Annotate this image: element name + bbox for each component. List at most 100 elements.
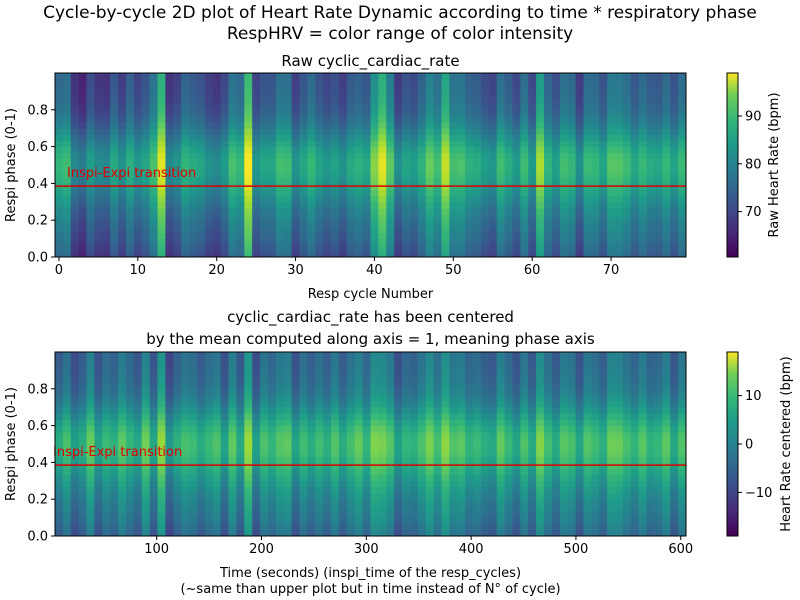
heatmap-cell — [599, 486, 608, 494]
heatmap-cell — [149, 115, 158, 123]
heatmap-cell — [622, 352, 632, 359]
heatmap-cell — [488, 493, 498, 500]
heatmap-cell — [125, 407, 135, 414]
heatmap-cell — [196, 232, 206, 239]
heatmap-cell — [362, 165, 371, 172]
heatmap-cell — [354, 376, 364, 384]
heatmap-cell — [607, 352, 616, 359]
heatmap-cell — [630, 165, 640, 172]
heatmap-cell — [544, 238, 553, 246]
heatmap-cell — [654, 364, 663, 371]
heatmap-cell — [354, 226, 364, 233]
heatmap-cell — [551, 493, 561, 500]
heatmap-cell — [646, 91, 655, 98]
heatmap-cell — [236, 115, 245, 123]
heatmap-cell — [118, 358, 127, 365]
heatmap-cell — [591, 97, 600, 105]
heatmap-cell — [457, 146, 466, 154]
heatmap-cell — [220, 73, 229, 80]
heatmap-cell — [425, 171, 434, 178]
heatmap-cell — [394, 146, 403, 154]
heatmap-cell — [638, 523, 647, 531]
heatmap-cell — [607, 91, 616, 98]
heatmap-cell — [370, 128, 379, 135]
heatmap-cell — [181, 382, 190, 390]
heatmap-cell — [212, 115, 222, 123]
heatmap-cell — [133, 480, 143, 488]
heatmap-cell — [189, 388, 198, 396]
heatmap-cell — [204, 407, 214, 414]
heatmap-cell — [512, 91, 521, 98]
heatmap-cell — [55, 122, 64, 129]
heatmap-cell — [551, 158, 561, 166]
heatmap-cell — [102, 103, 111, 111]
heatmap-cell — [189, 456, 198, 463]
heatmap-cell — [323, 79, 332, 86]
heatmap-cell — [528, 499, 537, 506]
heatmap-cell — [354, 97, 364, 105]
heatmap-cell — [362, 177, 371, 184]
heatmap-cell — [449, 401, 458, 408]
heatmap-cell — [173, 91, 182, 98]
heatmap-cell — [615, 201, 624, 209]
heatmap-cell — [94, 85, 103, 92]
heatmap-cell — [181, 134, 190, 141]
heatmap-cell — [291, 79, 300, 86]
heatmap-cell — [662, 358, 671, 365]
heatmap-cell — [283, 195, 293, 203]
heatmap-cell — [473, 250, 482, 257]
heatmap-cell — [394, 493, 403, 500]
heatmap-cell — [386, 493, 395, 500]
heatmap-cell — [583, 152, 592, 160]
heatmap-cell — [291, 122, 300, 129]
heatmap-cell — [275, 79, 285, 86]
heatmap-cell — [378, 370, 387, 377]
heatmap-cell — [417, 220, 427, 227]
heatmap-cell — [599, 115, 608, 123]
heatmap-cell — [149, 152, 158, 160]
heatmap-cell — [670, 376, 679, 384]
heatmap-cell — [220, 201, 229, 209]
heatmap-cell — [315, 517, 324, 525]
heatmap-cell — [425, 244, 434, 252]
heatmap-cell — [638, 238, 647, 246]
heatmap-cell — [433, 505, 442, 512]
heatmap-cell — [662, 425, 671, 433]
heatmap-cell — [157, 158, 166, 166]
heatmap-cell — [670, 171, 679, 178]
heatmap-cell — [622, 437, 632, 445]
heatmap-cell — [212, 529, 222, 536]
heatmap-cell — [299, 456, 308, 463]
heatmap-cell — [528, 358, 537, 365]
heatmap-cell — [488, 250, 498, 257]
heatmap-cell — [70, 128, 80, 135]
heatmap-cell — [189, 103, 198, 111]
heatmap-cell — [449, 91, 458, 98]
heatmap-cell — [141, 201, 151, 209]
heatmap-cell — [346, 103, 356, 111]
heatmap-cell — [425, 115, 434, 123]
heatmap-cell — [504, 517, 513, 525]
heatmap-cell — [402, 165, 411, 172]
heatmap-cell — [220, 165, 229, 172]
heatmap-cell — [299, 425, 308, 433]
heatmap-cell — [441, 505, 450, 512]
heatmap-cell — [630, 382, 640, 390]
heatmap-cell — [544, 146, 553, 154]
heatmap-cell — [536, 444, 545, 451]
heatmap-cell — [252, 103, 261, 111]
heatmap-cell — [370, 456, 379, 463]
heatmap-cell — [173, 419, 182, 426]
heatmap-cell — [575, 85, 584, 92]
heatmap-cell — [212, 165, 222, 172]
heatmap-cell — [662, 250, 671, 257]
heatmap-cell — [622, 244, 632, 252]
heatmap-cell — [370, 207, 379, 215]
heatmap-cell — [102, 220, 111, 227]
heatmap-cell — [496, 158, 505, 166]
heatmap-cell — [575, 450, 584, 457]
heatmap-cell — [102, 419, 111, 426]
heatmap-cell — [583, 407, 592, 414]
heatmap-cell — [425, 177, 434, 184]
heatmap-cell — [638, 511, 647, 518]
